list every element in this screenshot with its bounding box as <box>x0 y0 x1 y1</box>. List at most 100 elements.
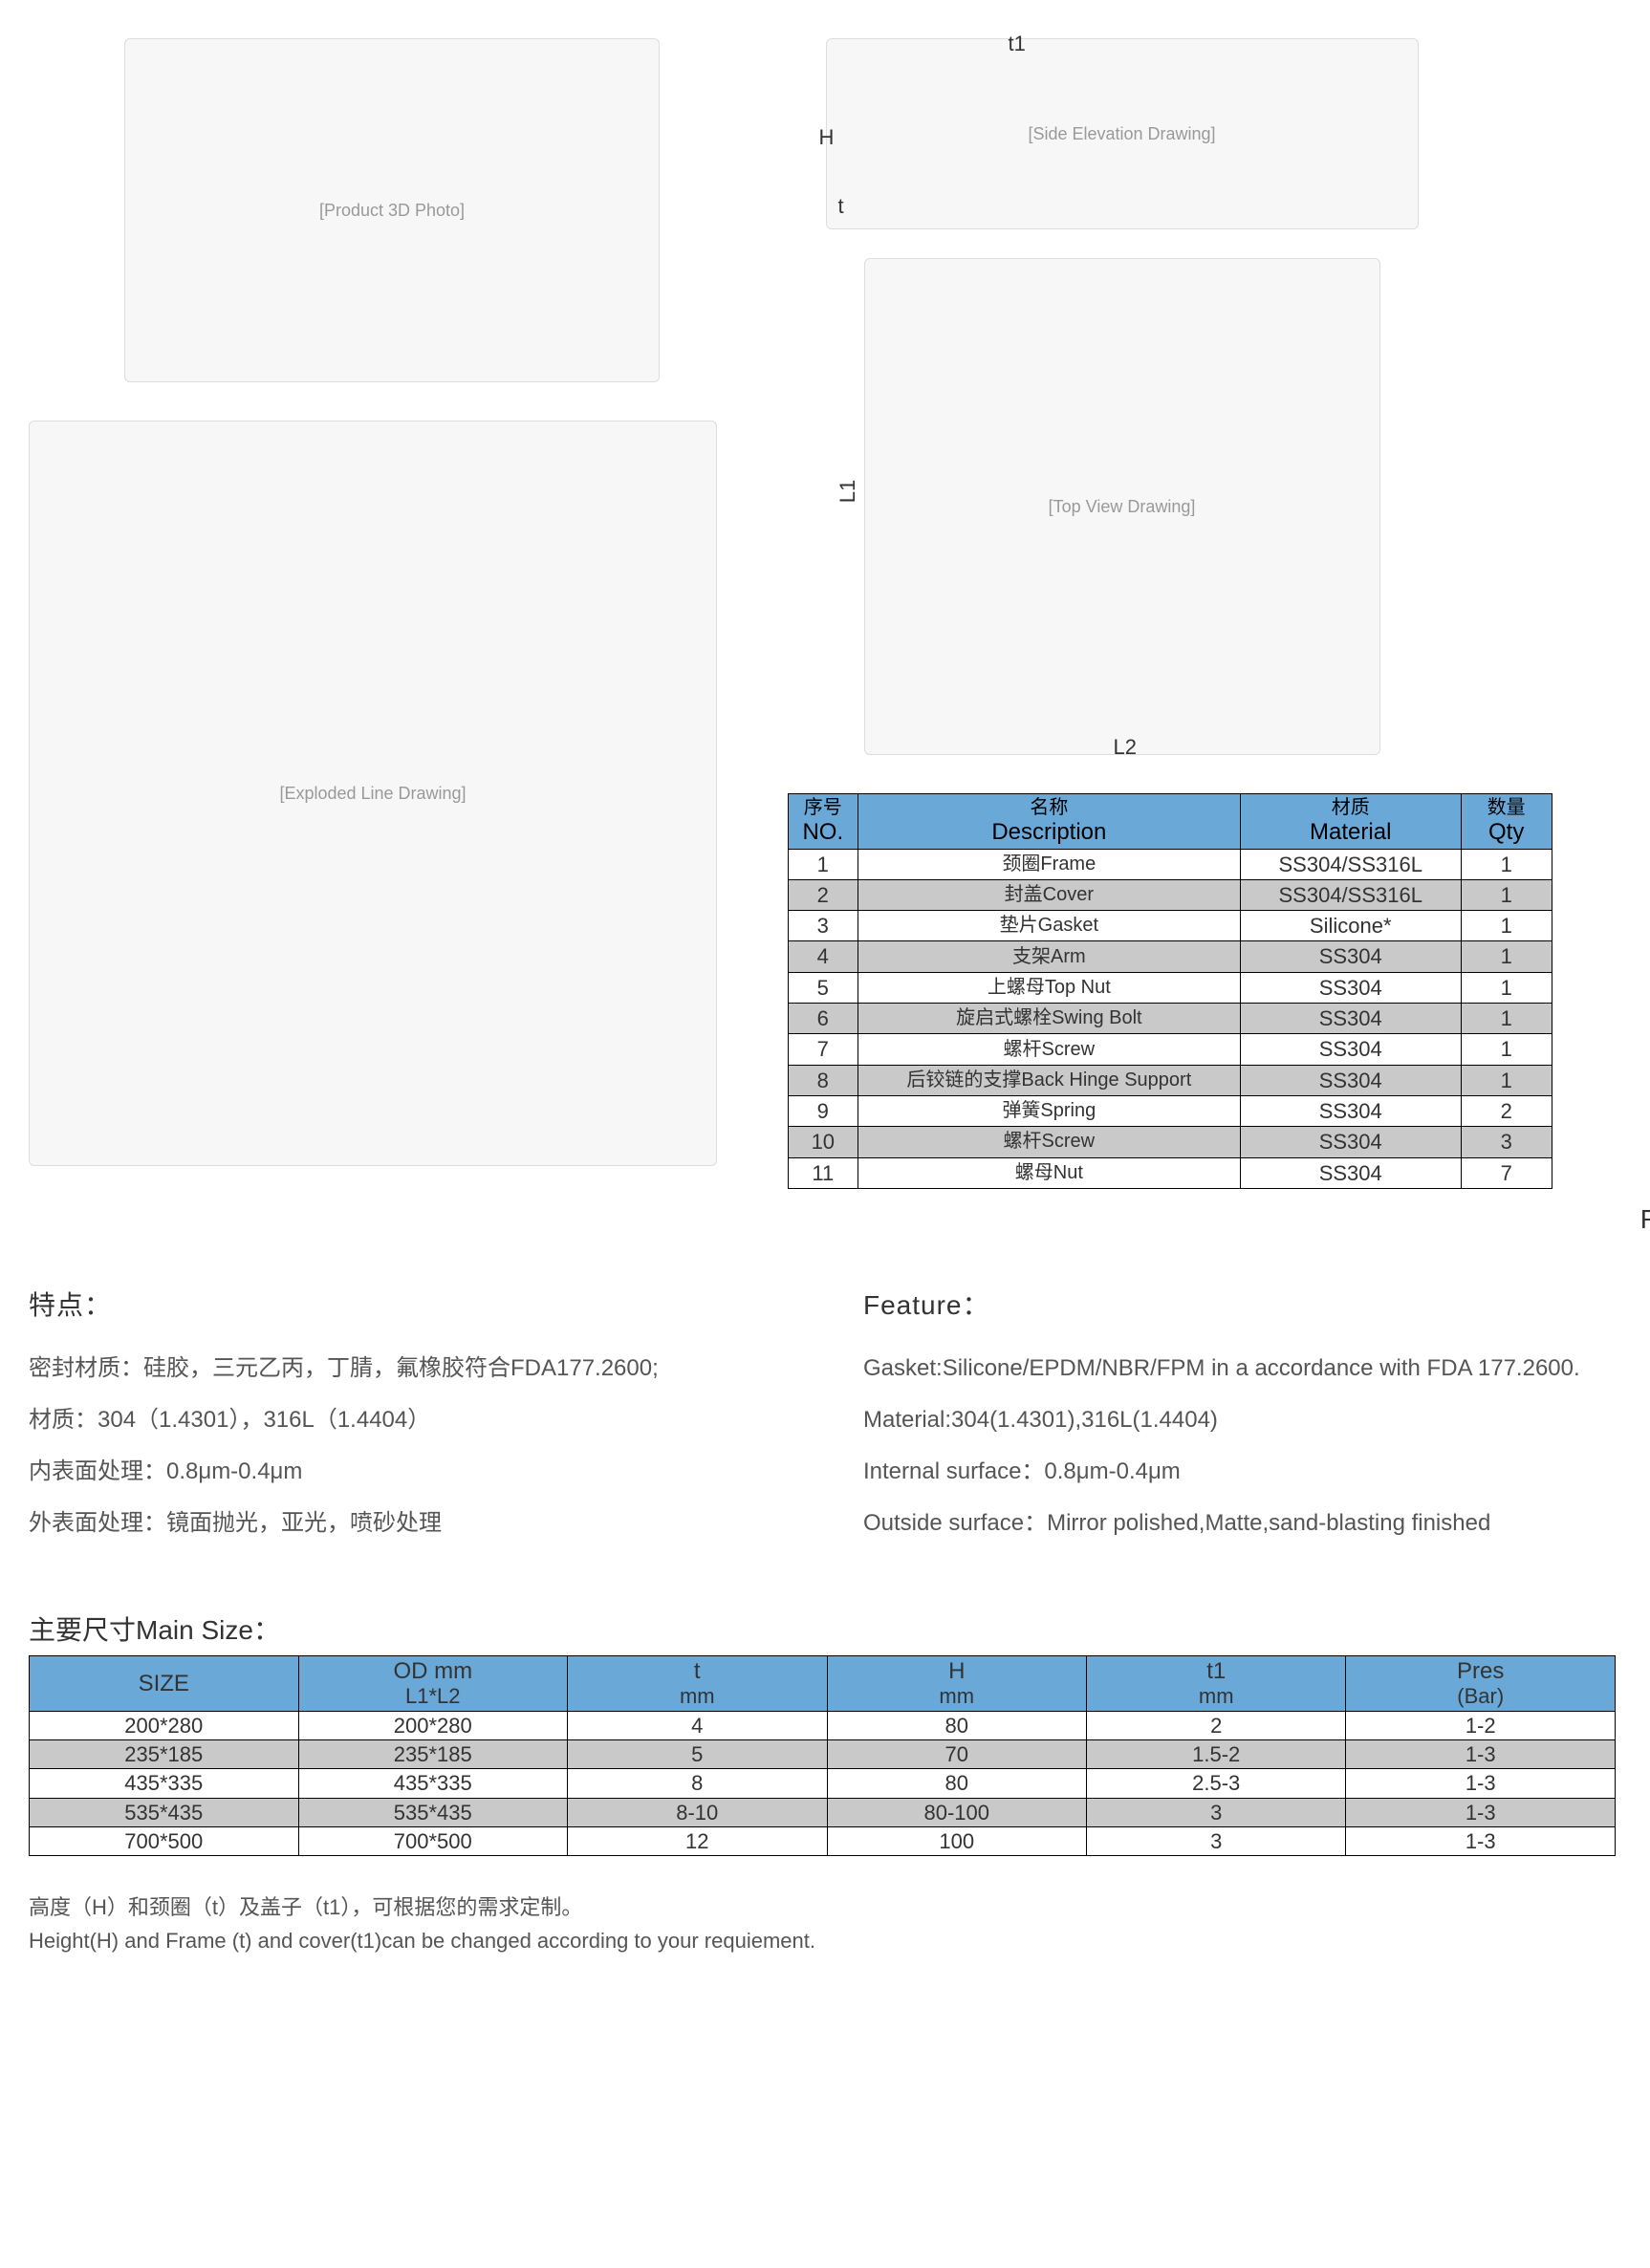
parts-cell-mat: SS304 <box>1240 1034 1461 1065</box>
feature-line: 密封材质：硅胶，三元乙丙，丁腈，氟橡胶符合FDA177.2600; <box>29 1346 787 1392</box>
size-cell: 80 <box>827 1711 1086 1739</box>
size-th: tmm <box>568 1655 827 1711</box>
size-cell: 535*435 <box>30 1798 299 1826</box>
parts-cell-mat: SS304/SS316L <box>1240 879 1461 910</box>
top-drawing-label: [Top View Drawing] <box>1049 497 1196 517</box>
parts-cell-desc: 颈圈Frame <box>858 849 1241 879</box>
parts-cell-no: 8 <box>788 1065 858 1095</box>
size-cell: 100 <box>827 1826 1086 1855</box>
size-cell: 1-3 <box>1346 1769 1616 1798</box>
dim-L1: L1 <box>836 480 860 503</box>
parts-cell-desc: 旋启式螺栓Swing Bolt <box>858 1004 1241 1034</box>
size-cell: 8 <box>568 1769 827 1798</box>
parts-cell-qty: 3 <box>1461 1127 1552 1157</box>
size-th: t1mm <box>1086 1655 1345 1711</box>
size-th: Hmm <box>827 1655 1086 1711</box>
parts-row: 1颈圈FrameSS304/SS316L1 <box>788 849 1552 879</box>
feature-line: Material:304(1.4301),316L(1.4404) <box>863 1397 1621 1443</box>
side-drawing: [Side Elevation Drawing] t1 H t <box>826 38 1419 229</box>
size-cell: 235*185 <box>30 1740 299 1769</box>
size-cell: 12 <box>568 1826 827 1855</box>
parts-cell-no: 5 <box>788 972 858 1003</box>
size-cell: 435*335 <box>298 1769 568 1798</box>
size-row: 235*185235*1855701.5-21-3 <box>30 1740 1616 1769</box>
feature-line: Gasket:Silicone/EPDM/NBR/FPM in a accord… <box>863 1346 1621 1392</box>
feature-line: Internal surface：0.8μm-0.4μm <box>863 1449 1621 1495</box>
features-cn-title: 特点： <box>29 1285 787 1323</box>
r-label: R <box>1640 1204 1650 1235</box>
parts-cell-qty: 1 <box>1461 941 1552 972</box>
size-row: 200*280200*28048021-2 <box>30 1711 1616 1739</box>
parts-cell-no: 3 <box>788 911 858 941</box>
size-cell: 200*280 <box>30 1711 299 1739</box>
size-cell: 700*500 <box>30 1826 299 1855</box>
parts-row: 6旋启式螺栓Swing BoltSS3041 <box>788 1004 1552 1034</box>
parts-row: 7螺杆ScrewSS3041 <box>788 1034 1552 1065</box>
parts-cell-mat: SS304 <box>1240 972 1461 1003</box>
feature-line: 内表面处理：0.8μm-0.4μm <box>29 1449 787 1495</box>
parts-row: 8后铰链的支撑Back Hinge SupportSS3041 <box>788 1065 1552 1095</box>
size-cell: 1-3 <box>1346 1798 1616 1826</box>
size-cell: 200*280 <box>298 1711 568 1739</box>
parts-cell-desc: 弹簧Spring <box>858 1095 1241 1126</box>
parts-cell-qty: 1 <box>1461 1034 1552 1065</box>
parts-cell-qty: 1 <box>1461 911 1552 941</box>
parts-cell-no: 6 <box>788 1004 858 1034</box>
parts-row: 4支架ArmSS3041 <box>788 941 1552 972</box>
parts-cell-no: 7 <box>788 1034 858 1065</box>
size-th: OD mmL1*L2 <box>298 1655 568 1711</box>
exploded-drawing: [Exploded Line Drawing] <box>29 421 717 1166</box>
size-row: 435*335435*3358802.5-31-3 <box>30 1769 1616 1798</box>
parts-row: 11螺母NutSS3047 <box>788 1157 1552 1188</box>
parts-row: 3垫片GasketSilicone*1 <box>788 911 1552 941</box>
parts-cell-qty: 1 <box>1461 879 1552 910</box>
parts-table: 序号NO. 名称Description 材质Material 数量Qty 1颈圈… <box>788 793 1552 1189</box>
size-cell: 1-2 <box>1346 1711 1616 1739</box>
size-cell: 80-100 <box>827 1798 1086 1826</box>
dim-H: H <box>819 125 835 150</box>
size-cell: 4 <box>568 1711 827 1739</box>
size-cell: 1-3 <box>1346 1740 1616 1769</box>
feature-line: 外表面处理：镜面抛光，亚光，喷砂处理 <box>29 1501 787 1546</box>
parts-cell-desc: 支架Arm <box>858 941 1241 972</box>
parts-cell-mat: SS304 <box>1240 941 1461 972</box>
parts-th-desc: 名称Description <box>858 794 1241 850</box>
parts-th-no: 序号NO. <box>788 794 858 850</box>
parts-cell-desc: 螺母Nut <box>858 1157 1241 1188</box>
parts-row: 9弹簧SpringSS3042 <box>788 1095 1552 1126</box>
product-photo-label: [Product 3D Photo] <box>319 201 465 221</box>
size-cell: 235*185 <box>298 1740 568 1769</box>
features-en: Feature： Gasket:Silicone/EPDM/NBR/FPM in… <box>863 1285 1621 1552</box>
parts-row: 5上螺母Top NutSS3041 <box>788 972 1552 1003</box>
parts-cell-no: 1 <box>788 849 858 879</box>
dim-L2: L2 <box>1114 735 1137 760</box>
parts-cell-desc: 垫片Gasket <box>858 911 1241 941</box>
side-drawing-label: [Side Elevation Drawing] <box>1028 124 1215 144</box>
parts-cell-desc: 上螺母Top Nut <box>858 972 1241 1003</box>
parts-cell-no: 10 <box>788 1127 858 1157</box>
parts-cell-mat: SS304 <box>1240 1095 1461 1126</box>
size-cell: 3 <box>1086 1798 1345 1826</box>
parts-th-qty: 数量Qty <box>1461 794 1552 850</box>
parts-cell-desc: 螺杆Screw <box>858 1127 1241 1157</box>
size-row: 535*435535*4358-1080-10031-3 <box>30 1798 1616 1826</box>
features-cn: 特点： 密封材质：硅胶，三元乙丙，丁腈，氟橡胶符合FDA177.2600; 材质：… <box>29 1285 787 1552</box>
size-cell: 3 <box>1086 1826 1345 1855</box>
parts-cell-qty: 1 <box>1461 1004 1552 1034</box>
size-cell: 2 <box>1086 1711 1345 1739</box>
parts-cell-no: 9 <box>788 1095 858 1126</box>
parts-cell-mat: SS304 <box>1240 1004 1461 1034</box>
size-th: Pres(Bar) <box>1346 1655 1616 1711</box>
main-size-title: 主要尺寸Main Size： <box>29 1609 1621 1648</box>
size-cell: 435*335 <box>30 1769 299 1798</box>
product-photo: [Product 3D Photo] <box>124 38 660 382</box>
parts-cell-qty: 1 <box>1461 849 1552 879</box>
parts-cell-no: 4 <box>788 941 858 972</box>
parts-th-mat: 材质Material <box>1240 794 1461 850</box>
parts-cell-mat: SS304/SS316L <box>1240 849 1461 879</box>
features-en-title: Feature： <box>863 1285 1621 1323</box>
parts-cell-qty: 2 <box>1461 1095 1552 1126</box>
feature-line: 材质：304（1.4301），316L（1.4404） <box>29 1397 787 1443</box>
size-cell: 8-10 <box>568 1798 827 1826</box>
parts-cell-qty: 1 <box>1461 1065 1552 1095</box>
